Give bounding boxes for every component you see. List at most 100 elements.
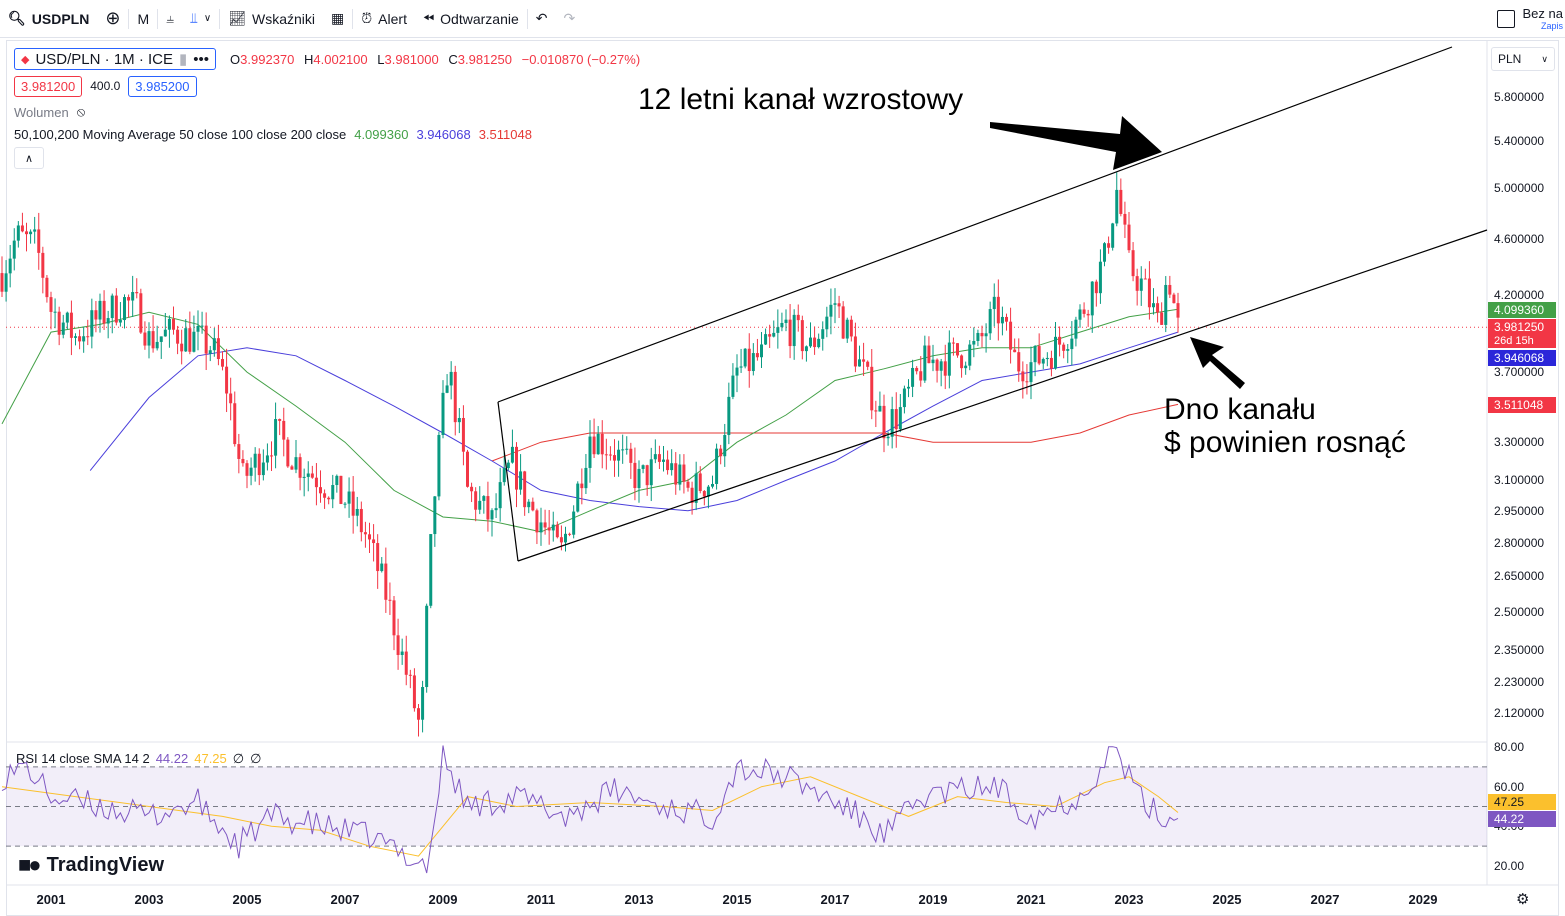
candle [1160,302,1164,325]
candle [858,345,861,367]
candle-body [645,465,649,486]
search-icon: 🔍︎ [8,10,26,26]
candle-body [894,409,898,430]
rsi-value-tag: 44.22 [1488,811,1556,827]
candle [98,293,102,333]
candle-body [1107,243,1111,248]
candle-body [335,475,339,486]
save-button[interactable]: Bez na Zapis [1523,7,1563,32]
candle-body [437,434,441,497]
low-value: 3.981000 [384,51,439,67]
candle-body [694,473,698,503]
candle [755,338,759,361]
bid-price[interactable]: 3.981200 [14,75,83,97]
candle-body [849,319,853,337]
save-sublabel: Zapis [1540,21,1563,31]
candle-body [1094,281,1098,294]
redo-button[interactable]: ↷ [556,0,584,38]
candle [335,474,339,493]
candle-body [813,337,817,348]
chevron-down-icon: ∨ [203,13,212,24]
time-axis-label: 2011 [526,892,556,907]
candle [16,221,20,248]
candle [796,304,800,332]
candle-body [429,534,433,606]
candle [739,348,743,373]
candle [400,638,404,665]
templates-button[interactable]: ▦ [323,0,352,38]
candle [992,283,996,327]
candle-body [49,297,53,312]
candle [821,321,825,351]
candle [629,442,633,479]
undo-button[interactable]: ↶ [528,0,556,38]
candle-style-button[interactable]: ⫫ ∨ [182,0,219,38]
candle-body [270,455,273,457]
replay-button[interactable]: ⏪︎ Odtwarzanie [415,0,527,38]
candle [1135,268,1139,306]
compare-button[interactable]: ⊕ [97,0,128,38]
candle [331,474,335,509]
candle-body [1074,319,1078,339]
candle [747,333,751,388]
candle [265,443,269,471]
collapse-legend-button[interactable]: ∧ [14,147,44,169]
candle-body [731,375,735,397]
candle-body [772,332,776,337]
interval-button[interactable]: M [129,0,157,38]
bar-style-button[interactable]: ⫨ [158,0,182,38]
candle [41,246,45,294]
tradingview-logo[interactable]: ■● TradingView [18,852,164,878]
candle [890,396,894,449]
indicators-button[interactable]: 📈︎ Wskaźniki [220,0,323,38]
candle [1078,304,1082,328]
last-price-tag: 3.981250 [1488,319,1556,335]
candle [551,511,555,542]
candle-body [417,708,420,720]
candle [727,382,731,445]
candle-body [515,446,518,490]
currency-select[interactable]: PLN ∨ [1491,47,1555,71]
time-axis-label: 2013 [624,892,654,907]
candle [617,440,621,477]
candle-body [1152,303,1155,308]
candle [853,322,857,373]
symbol-title-box[interactable]: ◆ USD/PLN · 1M · ICE ▮ ••• [14,48,217,70]
candle-body [1103,243,1106,262]
candle [923,335,927,383]
candle [25,222,28,252]
layout-checkbox-icon[interactable] [1496,10,1515,28]
candle [984,323,988,353]
symbol-search-button[interactable]: 🔍︎ USDPLN [0,0,97,38]
time-axis-label: 2017 [820,892,850,907]
more-icon[interactable]: ••• [193,50,210,68]
channel-upper-line [497,46,1453,403]
alert-button[interactable]: ⏰︎ Alert [353,0,415,38]
candle-body [151,331,155,349]
ask-price[interactable]: 3.985200 [128,75,197,97]
candle [572,505,576,539]
candle-body [343,503,347,505]
candle-body [384,563,388,600]
candle [343,502,347,509]
eye-off-icon[interactable]: ⦸ [76,104,86,119]
candle [192,315,196,353]
candle-body [200,325,204,327]
candle [82,326,86,353]
grid-icon: ▦ [331,10,345,26]
candle [943,344,947,390]
gear-icon[interactable]: ⚙ [1516,891,1530,908]
interval-label: M [137,10,150,27]
candle [539,507,543,546]
candle [698,466,702,494]
candle-body [69,312,73,338]
candle [1005,313,1008,331]
candle [1021,361,1025,399]
candle-body [755,353,759,358]
candle [580,468,584,505]
candle [996,279,1000,341]
price-axis-label: 5.000000 [1494,180,1545,195]
candle-body [702,491,706,497]
candle-body [841,306,845,339]
